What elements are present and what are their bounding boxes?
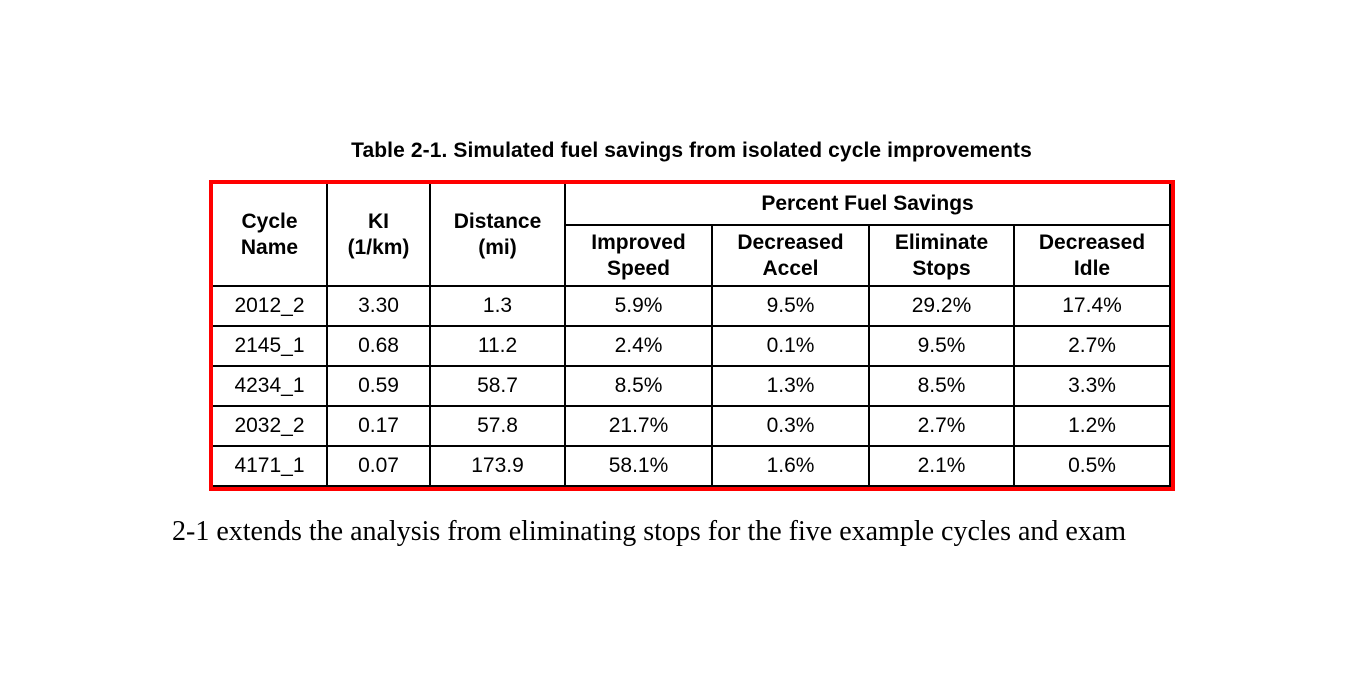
cell-eliminate-stops: 2.7%	[868, 405, 1015, 447]
table-caption: Table 2-1. Simulated fuel savings from i…	[351, 139, 1032, 162]
cell-cycle-name: 2145_1	[213, 325, 328, 367]
cell-decreased-idle: 17.4%	[1012, 285, 1172, 327]
cell-decreased-accel: 0.3%	[711, 405, 870, 447]
cell-improved-speed: 2.4%	[564, 325, 713, 367]
col-header-ki: KI (1/km)	[326, 184, 431, 287]
cell-distance: 1.3	[429, 285, 566, 327]
cell-ki: 0.68	[326, 325, 431, 367]
col-header-decreased-accel: Decreased Accel	[711, 224, 870, 287]
cell-decreased-accel: 0.1%	[711, 325, 870, 367]
table-row: 4171_1 0.07 173.9 58.1% 1.6% 2.1% 0.5%	[213, 445, 1172, 487]
cell-ki: 3.30	[326, 285, 431, 327]
cell-eliminate-stops: 9.5%	[868, 325, 1015, 367]
col-header-improved-speed: Improved Speed	[564, 224, 713, 287]
table-row: 2032_2 0.17 57.8 21.7% 0.3% 2.7% 1.2%	[213, 405, 1172, 447]
cell-decreased-accel: 1.3%	[711, 365, 870, 407]
header-row-sub: Improved Speed Decreased Accel Eliminate…	[213, 224, 1172, 287]
table-row: 2012_2 3.30 1.3 5.9% 9.5% 29.2% 17.4%	[213, 285, 1172, 327]
col-header-eliminate-stops: Eliminate Stops	[868, 224, 1015, 287]
cell-improved-speed: 5.9%	[564, 285, 713, 327]
cell-distance: 173.9	[429, 445, 566, 487]
cell-cycle-name: 2032_2	[213, 405, 328, 447]
cell-improved-speed: 58.1%	[564, 445, 713, 487]
cell-decreased-idle: 2.7%	[1012, 325, 1172, 367]
col-header-percent-fuel-savings: Percent Fuel Savings	[563, 184, 1172, 226]
fuel-savings-table: Cycle Name KI (1/km) Distance (mi) Perce…	[213, 184, 1172, 487]
cell-improved-speed: 8.5%	[564, 365, 713, 407]
cell-decreased-accel: 1.6%	[711, 445, 870, 487]
cell-eliminate-stops: 8.5%	[868, 365, 1015, 407]
table-row: 4234_1 0.59 58.7 8.5% 1.3% 8.5% 3.3%	[213, 365, 1172, 407]
cell-eliminate-stops: 29.2%	[868, 285, 1015, 327]
cell-ki: 0.59	[326, 365, 431, 407]
header-row-group: Cycle Name KI (1/km) Distance (mi) Perce…	[213, 184, 1172, 287]
cell-distance: 58.7	[429, 365, 566, 407]
cell-decreased-idle: 1.2%	[1012, 405, 1172, 447]
cell-decreased-idle: 0.5%	[1012, 445, 1172, 487]
cell-cycle-name: 4171_1	[213, 445, 328, 487]
body-text: 2-1 extends the analysis from eliminatin…	[172, 516, 1127, 547]
col-header-decreased-idle: Decreased Idle	[1012, 224, 1172, 287]
cell-cycle-name: 4234_1	[213, 365, 328, 407]
cell-improved-speed: 21.7%	[564, 405, 713, 447]
cell-ki: 0.17	[326, 405, 431, 447]
cell-ki: 0.07	[326, 445, 431, 487]
cell-cycle-name: 2012_2	[213, 285, 328, 327]
col-header-distance: Distance (mi)	[429, 184, 566, 287]
cell-decreased-idle: 3.3%	[1012, 365, 1172, 407]
col-header-cycle-name: Cycle Name	[213, 184, 328, 287]
table-row: 2145_1 0.68 11.2 2.4% 0.1% 9.5% 2.7%	[213, 325, 1172, 367]
cell-distance: 11.2	[429, 325, 566, 367]
cell-distance: 57.8	[429, 405, 566, 447]
table-highlight-border: Cycle Name KI (1/km) Distance (mi) Perce…	[209, 180, 1176, 491]
cell-eliminate-stops: 2.1%	[868, 445, 1015, 487]
cell-decreased-accel: 9.5%	[711, 285, 870, 327]
